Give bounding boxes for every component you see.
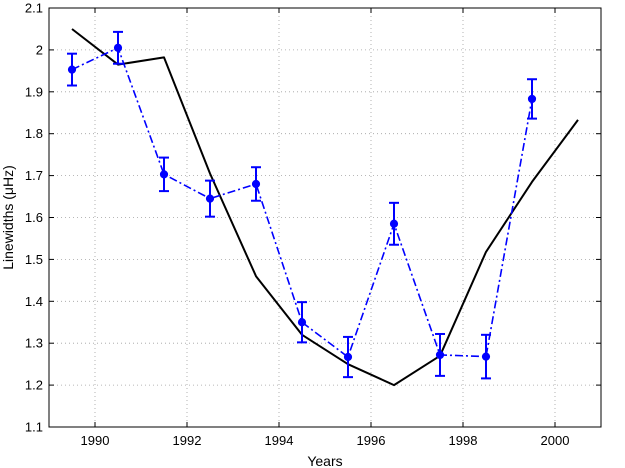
y-tick-label: 1.5 [25, 252, 43, 267]
data-point [389, 219, 399, 228]
y-tick-label: 1.3 [25, 336, 43, 351]
series-layer [67, 28, 579, 387]
data-point [251, 179, 261, 189]
x-tick-label: 1994 [265, 433, 294, 448]
observed-line [71, 46, 533, 359]
data-point [113, 43, 123, 52]
data-point [159, 170, 169, 179]
y-tick-label: 1.8 [25, 126, 43, 141]
data-point [435, 350, 445, 360]
grid [49, 7, 601, 428]
y-tick-label: 2.1 [25, 1, 43, 16]
x-tick-label: 1998 [449, 433, 478, 448]
y-tick-label: 1.9 [25, 84, 43, 99]
data-point [527, 94, 537, 104]
y-tick-label: 1.2 [25, 378, 43, 393]
data-point [205, 194, 215, 203]
y-axis-label: Linewidths (μHz) [0, 165, 16, 270]
x-axis-label: Years [307, 453, 342, 468]
x-tick-label: 1990 [81, 433, 110, 448]
model-line [71, 28, 579, 387]
data-point [297, 318, 307, 327]
y-tick-label: 1.7 [25, 168, 43, 183]
y-tick-label: 1.1 [25, 420, 43, 435]
x-tick-label: 1996 [357, 433, 386, 448]
ticks: 1990 1992 1994 1996 1998 2000 1.1 1.2 1.3 1.4 1.5 1… [25, 1, 601, 448]
x-tick-label: 2000 [541, 433, 570, 448]
y-tick-label: 1.4 [25, 294, 43, 309]
data-point [481, 352, 491, 361]
x-tick-label: 1992 [173, 433, 202, 448]
data-point [343, 352, 353, 362]
y-tick-label: 2 [36, 42, 43, 57]
data-point [67, 65, 77, 74]
y-tick-label: 1.6 [25, 210, 43, 225]
